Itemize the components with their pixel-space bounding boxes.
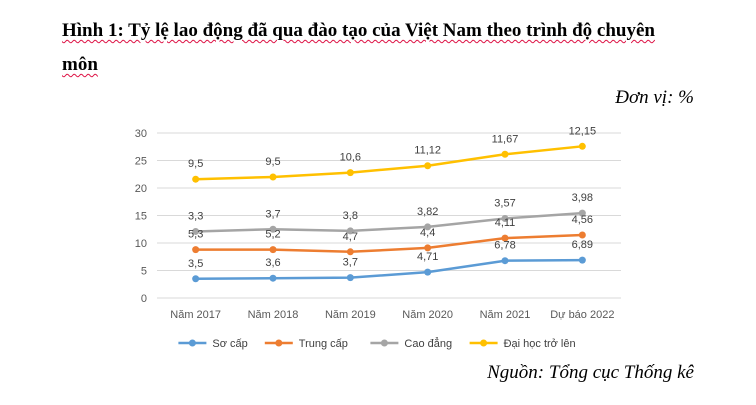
data-point — [346, 169, 354, 177]
x-tick-label: Năm 2021 — [480, 309, 531, 321]
data-point — [269, 246, 277, 254]
data-label: 3,5 — [188, 258, 203, 270]
data-point — [269, 173, 277, 181]
data-point — [424, 244, 432, 252]
data-label: 11,12 — [414, 145, 441, 157]
data-label: 9,5 — [265, 156, 280, 168]
data-point — [192, 227, 200, 235]
data-point — [501, 257, 509, 265]
y-tick-label: 0 — [141, 293, 147, 305]
legend-marker — [380, 339, 388, 347]
legend-label: Cao đẳng — [404, 337, 452, 350]
series-line — [194, 233, 584, 254]
data-label: 4,56 — [572, 214, 593, 226]
data-point — [578, 142, 586, 150]
y-tick-label: 30 — [135, 128, 147, 140]
data-label: 3,6 — [265, 257, 280, 269]
y-tick-label: 10 — [135, 238, 147, 250]
data-point — [269, 225, 277, 233]
legend-marker — [188, 339, 196, 347]
figure-title-line-1: Hình 1: Tỷ lệ lao động đã qua đào tạo củ… — [62, 20, 655, 41]
series-line — [194, 258, 584, 280]
data-point — [578, 209, 586, 217]
x-tick-label: Năm 2019 — [325, 309, 376, 321]
x-tick-label: Năm 2017 — [170, 309, 221, 321]
data-label: 5,2 — [265, 229, 280, 241]
data-point — [424, 162, 432, 170]
data-label: 10,6 — [340, 152, 361, 164]
figure-title-line-2: môn — [62, 54, 98, 75]
data-point — [501, 150, 509, 158]
data-label: 4,4 — [420, 227, 435, 239]
data-label: 9,5 — [188, 158, 203, 170]
data-point — [192, 246, 200, 254]
data-point — [501, 214, 509, 222]
legend-marker — [275, 339, 283, 347]
legend-marker — [480, 339, 488, 347]
y-tick-label: 15 — [135, 211, 147, 223]
x-tick-label: Năm 2020 — [402, 309, 453, 321]
data-point — [269, 274, 277, 282]
data-label: 3,7 — [343, 257, 358, 269]
data-point — [424, 268, 432, 276]
data-label: 6,89 — [572, 239, 593, 251]
data-label: 3,7 — [265, 208, 280, 220]
data-label: 4,11 — [495, 217, 516, 229]
legend-label: Đại học trở lên — [504, 338, 576, 350]
y-tick-label: 25 — [135, 156, 147, 168]
data-point — [578, 231, 586, 239]
data-point — [346, 274, 354, 282]
legend-label: Trung cấp — [299, 338, 348, 350]
y-tick-label: 20 — [135, 183, 147, 195]
source-note: Nguồn: Tổng cục Thống kê — [487, 362, 694, 383]
y-tick-label: 5 — [141, 266, 147, 278]
data-point — [192, 175, 200, 183]
data-label: 11,67 — [492, 133, 519, 145]
data-label: 3,8 — [343, 210, 358, 222]
data-point — [424, 223, 432, 231]
line-chart: 0 5 10 15 20 25 30 Năm 2017 Năm 2018 Năm 2019 Năm … — [135, 125, 621, 350]
figure-title: Hình 1: Tỷ lệ lao động đã qua đào tạo củ… — [62, 14, 702, 82]
series-line — [194, 211, 584, 233]
data-label: 12,15 — [569, 125, 597, 137]
data-point — [192, 275, 200, 283]
x-tick-label: Dự báo 2022 — [550, 309, 614, 321]
data-label: 4,7 — [343, 231, 358, 243]
data-point — [346, 227, 354, 235]
data-label: 4,71 — [417, 251, 438, 263]
data-point — [578, 256, 586, 264]
legend-label: Sơ cấp — [212, 338, 247, 350]
data-point — [346, 248, 354, 256]
data-label: 3,98 — [572, 192, 593, 204]
chart-area: 0 5 10 15 20 25 30 Năm 2017 Năm 2018 Năm 2019 Năm … — [125, 115, 632, 357]
data-label: 3,82 — [417, 206, 438, 218]
data-label: 6,78 — [494, 240, 515, 252]
x-tick-label: Năm 2018 — [248, 309, 299, 321]
data-label: 3,57 — [494, 197, 515, 209]
data-label: 3,3 — [188, 210, 203, 222]
series-line — [194, 145, 584, 181]
unit-label: Đơn vị: % — [615, 87, 694, 108]
data-point — [501, 234, 509, 242]
data-label: 5,3 — [188, 229, 203, 241]
